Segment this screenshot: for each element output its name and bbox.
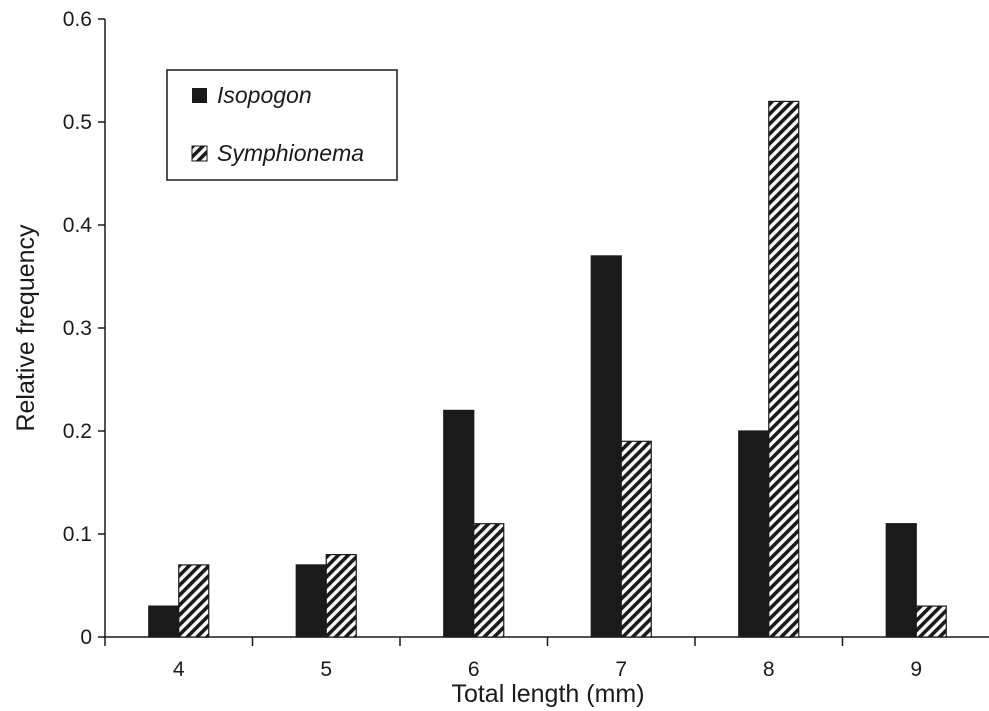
- x-axis: 4 5 6 7 8 9: [104, 636, 989, 681]
- bar-isopogon-4: [148, 605, 180, 638]
- y-tick-label: 0.4: [63, 214, 93, 237]
- y-tick-label: 0.6: [63, 8, 92, 31]
- x-tick-label: 8: [763, 658, 775, 681]
- y-tick-label: 0.2: [63, 420, 92, 443]
- y-tick-label: 0.3: [63, 317, 92, 340]
- bar-isopogon-6: [443, 409, 475, 638]
- legend: Isopogon Symphionema: [166, 69, 398, 181]
- bar-isopogon-8: [738, 430, 770, 638]
- bar-symphionema-4: [178, 564, 210, 638]
- bar-isopogon-9: [885, 523, 917, 638]
- bar-isopogon-7: [590, 255, 622, 638]
- bar-symphionema-9: [915, 605, 947, 638]
- x-tick-label: 4: [173, 658, 185, 681]
- x-tick-label: 5: [320, 658, 332, 681]
- x-tick-label: 7: [615, 658, 627, 681]
- y-tick-label: 0.5: [63, 111, 92, 134]
- y-axis: 0 0.1 0.2 0.3 0.4 0.5 0.6: [63, 8, 106, 649]
- y-tick-label: 0.1: [63, 523, 92, 546]
- legend-label-symphionema: Symphionema: [217, 140, 364, 166]
- bar-isopogon-5: [295, 564, 327, 638]
- bars: [148, 100, 947, 638]
- bar-symphionema-8: [768, 100, 800, 638]
- y-tick-label: 0: [80, 626, 92, 649]
- legend-swatch-symphionema: [191, 145, 208, 162]
- legend-swatch-isopogon: [192, 88, 207, 103]
- x-axis-title: Total length (mm): [451, 680, 644, 708]
- x-tick-label: 9: [910, 658, 922, 681]
- bar-symphionema-6: [473, 523, 505, 638]
- bar-symphionema-7: [620, 440, 652, 638]
- bar-symphionema-5: [325, 553, 357, 638]
- y-axis-title: Relative frequency: [12, 224, 40, 432]
- x-tick-label: 6: [468, 658, 480, 681]
- legend-label-isopogon: Isopogon: [217, 82, 312, 108]
